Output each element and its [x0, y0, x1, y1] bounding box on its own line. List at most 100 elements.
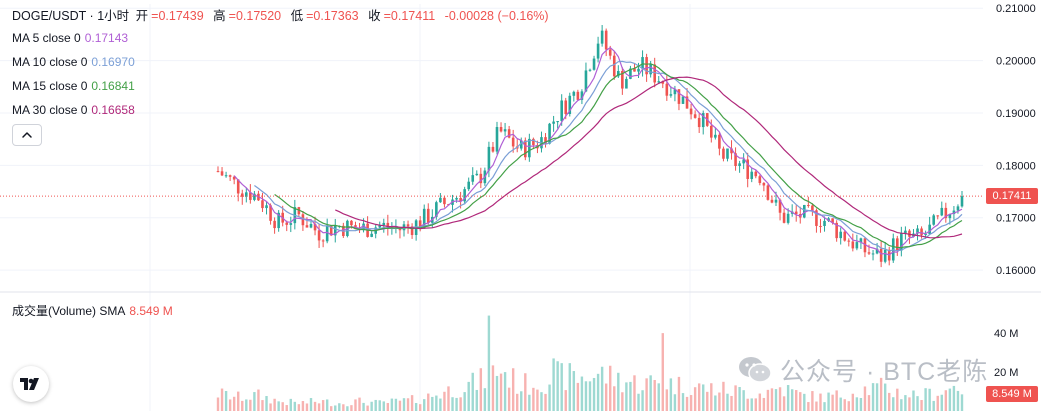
- price-tick-label: 0.16000: [996, 265, 1036, 277]
- volume-bar: [617, 372, 620, 411]
- volume-bar: [301, 401, 305, 411]
- volume-bar: [859, 397, 863, 411]
- candle-body: [253, 193, 256, 200]
- candle-body: [301, 214, 305, 226]
- ma5-legend[interactable]: MA 5 close 0 0.17143: [12, 31, 128, 45]
- volume-bar: [883, 383, 887, 411]
- candle-body: [960, 196, 964, 207]
- candle-body: [665, 83, 669, 96]
- candle-body: [807, 204, 810, 206]
- ma15-label: MA 15 close 0: [12, 79, 88, 93]
- candle-body: [592, 58, 596, 70]
- volume-bar: [269, 403, 272, 411]
- candle-body: [426, 208, 430, 223]
- volume-bar: [689, 395, 693, 411]
- volume-bar: [916, 396, 919, 411]
- candle-body: [455, 198, 458, 200]
- collapse-legend-button[interactable]: [12, 124, 42, 146]
- candle-body: [734, 153, 737, 167]
- volume-bar: [669, 378, 673, 411]
- volume-bar: [948, 388, 952, 411]
- volume-bar: [495, 375, 499, 411]
- ma10-value: 0.16970: [91, 55, 135, 69]
- volume-bar: [843, 399, 846, 411]
- volume-legend[interactable]: 成交量(Volume) SMA 8.549 M: [12, 302, 173, 319]
- volume-bar: [370, 401, 373, 411]
- volume-label: 成交量(Volume) SMA: [12, 304, 126, 318]
- volume-bar: [342, 404, 345, 411]
- volume-bar: [390, 398, 394, 411]
- volume-bar: [952, 385, 956, 411]
- volume-bar: [657, 383, 660, 411]
- ma10-legend[interactable]: MA 10 close 0 0.16970: [12, 55, 135, 69]
- volume-bar: [277, 401, 280, 411]
- volume-bar: [819, 393, 822, 411]
- candle-body: [277, 212, 280, 229]
- volume-bar: [232, 396, 236, 411]
- volume-bar: [289, 398, 292, 411]
- volume-bar: [831, 394, 834, 411]
- volume-bar: [637, 393, 640, 411]
- volume-bar: [552, 358, 555, 411]
- volume-bar: [908, 397, 911, 411]
- volume-bar: [940, 394, 943, 411]
- volume-bar: [293, 401, 297, 411]
- candle-body: [742, 159, 745, 164]
- candle-body: [900, 232, 903, 251]
- volume-bar: [451, 397, 454, 411]
- volume-bar: [414, 403, 418, 411]
- volume-bar: [358, 397, 361, 411]
- candle-body: [524, 140, 527, 158]
- volume-bar: [491, 365, 495, 411]
- candle-body: [317, 230, 321, 241]
- candle-body: [269, 205, 272, 221]
- volume-bar: [722, 381, 725, 411]
- candle-body: [612, 55, 616, 77]
- candle-body: [596, 43, 600, 59]
- candle-body: [604, 30, 608, 50]
- ma30-legend[interactable]: MA 30 close 0 0.16658: [12, 103, 135, 117]
- volume-bar: [528, 394, 531, 411]
- candle-body: [499, 127, 503, 132]
- volume-bar: [936, 395, 939, 411]
- candle-body: [831, 218, 834, 223]
- volume-bar: [742, 390, 745, 411]
- volume-bar: [281, 402, 284, 411]
- candle-body: [362, 223, 365, 231]
- candle-body: [766, 185, 770, 200]
- volume-bar: [572, 371, 576, 411]
- tradingview-logo[interactable]: [13, 366, 49, 402]
- volume-bar: [661, 333, 664, 411]
- volume-bar: [423, 399, 426, 411]
- candle-body: [487, 146, 491, 171]
- candle-body: [297, 207, 301, 215]
- volume-bar: [693, 387, 697, 411]
- volume-bar: [350, 405, 353, 411]
- volume-bar: [499, 373, 503, 411]
- candle-body: [896, 238, 899, 251]
- candle-body: [435, 202, 438, 217]
- volume-bar: [896, 388, 899, 411]
- candle-body: [746, 159, 749, 179]
- candle-body: [240, 193, 244, 197]
- volume-bar: [762, 397, 766, 411]
- volume-bar: [609, 365, 612, 411]
- volume-bar: [827, 392, 830, 411]
- candle-body: [770, 199, 774, 203]
- candle-body: [693, 114, 697, 118]
- volume-bar: [479, 368, 483, 411]
- volume-bar: [532, 387, 535, 411]
- ma15-legend[interactable]: MA 15 close 0 0.16841: [12, 79, 135, 93]
- volume-bar: [754, 398, 757, 411]
- candle-body: [710, 125, 713, 138]
- candle-body: [261, 200, 264, 209]
- ma30-value: 0.16658: [91, 103, 135, 117]
- candle-body: [459, 198, 462, 202]
- volume-bar: [790, 389, 794, 411]
- volume-bar: [309, 398, 313, 411]
- candle-body: [245, 192, 248, 197]
- volume-bar: [645, 378, 648, 411]
- volume-bar: [795, 390, 798, 411]
